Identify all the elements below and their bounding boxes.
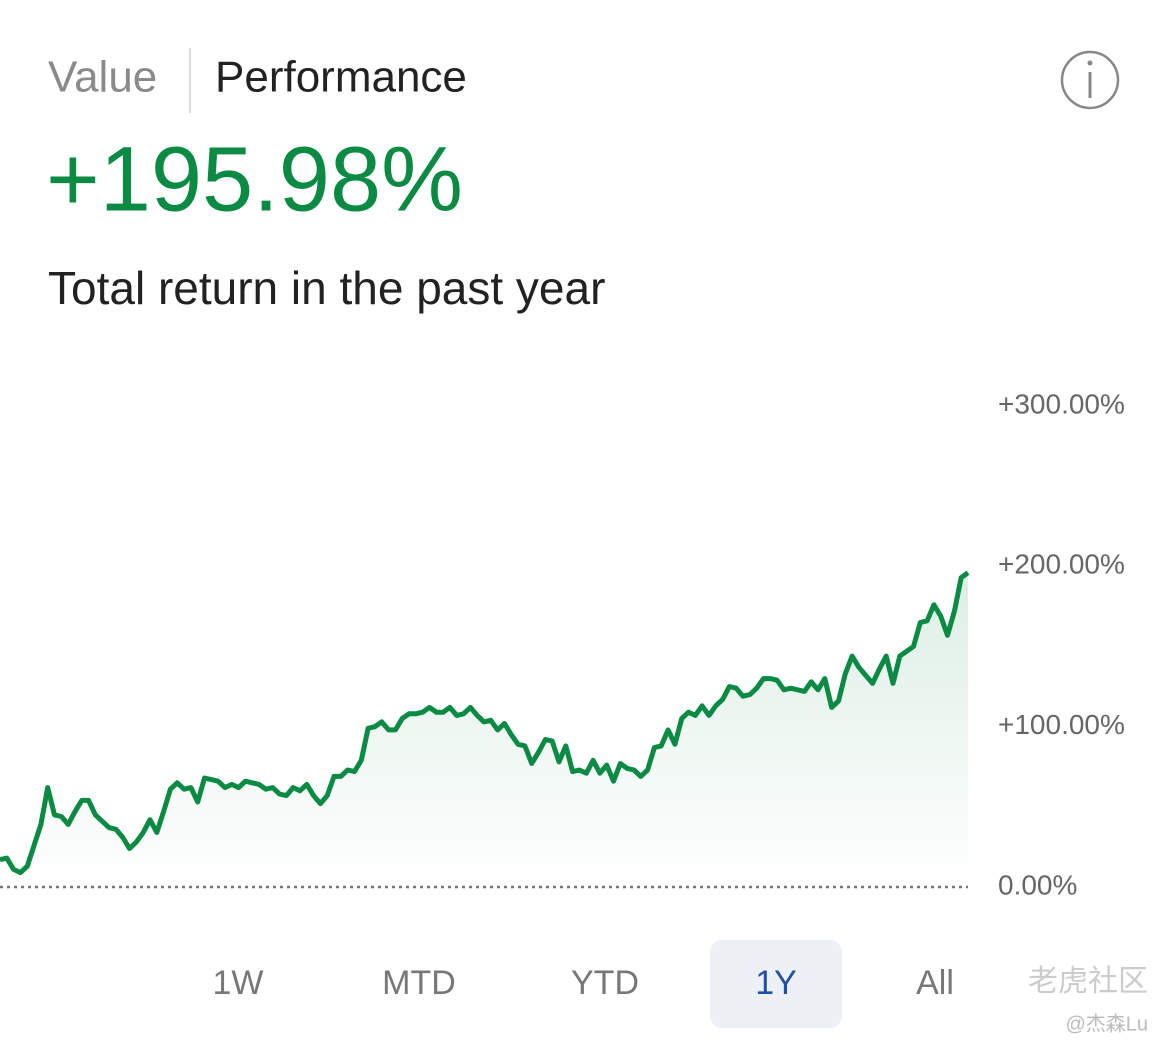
y-tick-label: +300.00% <box>998 388 1125 419</box>
subtitle: Total return in the past year <box>48 262 605 314</box>
y-tick-label: +200.00% <box>998 549 1125 580</box>
watermark: @杰森Lu <box>1065 1012 1148 1035</box>
info-icon[interactable] <box>1060 50 1120 110</box>
period-button[interactable]: 1Y <box>755 964 797 1002</box>
watermark: 老虎社区 <box>1028 965 1148 998</box>
tab[interactable]: Value <box>48 53 157 102</box>
tab[interactable]: Performance <box>215 53 467 102</box>
area <box>0 572 968 887</box>
period-button[interactable]: YTD <box>571 964 639 1002</box>
period-button[interactable]: All <box>916 964 954 1002</box>
line <box>0 570 970 876</box>
period-button[interactable]: MTD <box>382 964 456 1002</box>
selected-period-bg <box>710 940 842 1028</box>
headline: +195.98% <box>46 128 463 230</box>
period-button[interactable]: 1W <box>213 964 264 1002</box>
y-tick-label: +100.00% <box>998 709 1125 740</box>
y-tick-label: 0.00% <box>998 869 1077 900</box>
